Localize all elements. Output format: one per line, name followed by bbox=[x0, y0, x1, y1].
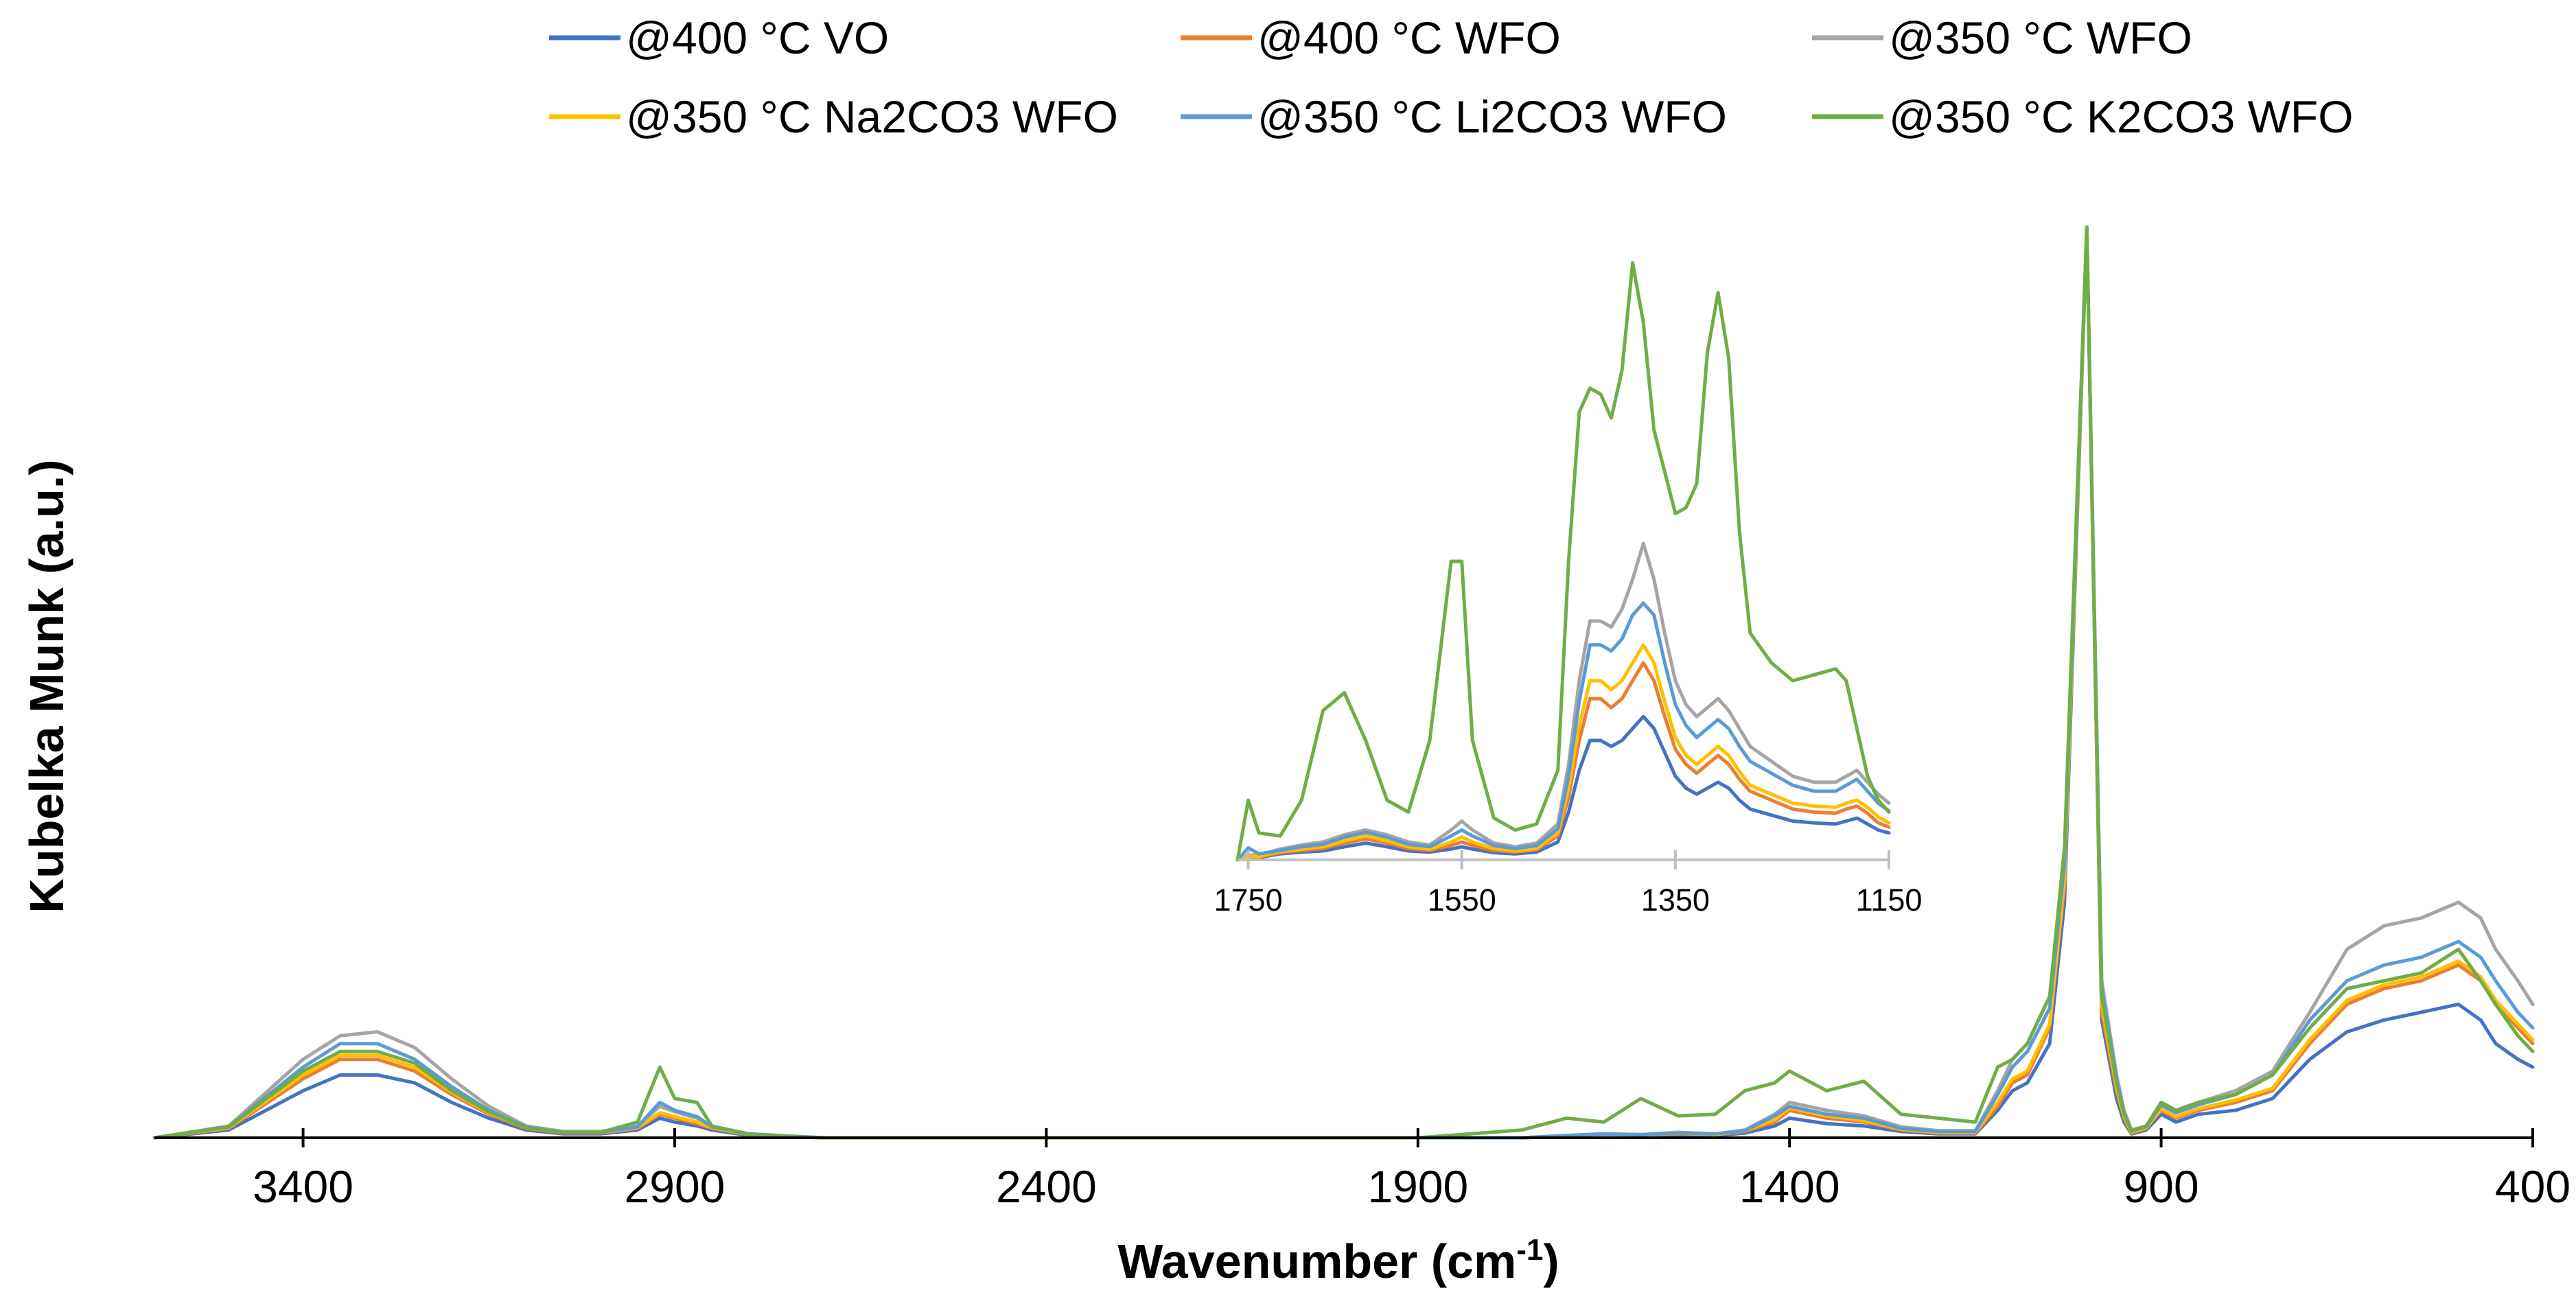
inset-tick-label: 1150 bbox=[1856, 883, 1923, 918]
main-plot bbox=[152, 225, 2535, 1140]
x-axis-title-text: Wavenumber (cm bbox=[1117, 1235, 1516, 1288]
main-tick-label: 900 bbox=[2124, 1161, 2199, 1212]
main-series-line-3 bbox=[152, 225, 2535, 1140]
main-tick-label: 3400 bbox=[253, 1161, 353, 1212]
inset-x-axis: 1750 1550 1350 1150 bbox=[1214, 850, 1923, 918]
inset-tick-label: 1350 bbox=[1641, 883, 1710, 918]
x-axis-title-suffix: ) bbox=[1543, 1235, 1559, 1288]
y-axis-title-group: Kubelka Munk (a.u.) bbox=[20, 459, 73, 913]
legend-label-1: @400 °C VO bbox=[626, 12, 889, 63]
inset-tick-label: 1750 bbox=[1214, 883, 1283, 918]
main-tick-label: 400 bbox=[2495, 1161, 2571, 1212]
main-tick-label: 2400 bbox=[996, 1161, 1097, 1212]
y-axis-title: Kubelka Munk (a.u.) bbox=[20, 459, 73, 913]
main-series-line-2 bbox=[152, 225, 2535, 1140]
inset-series-line-6 bbox=[1235, 261, 1891, 862]
inset-tick-label: 1550 bbox=[1428, 883, 1496, 918]
x-axis-title-superscript: -1 bbox=[1516, 1233, 1543, 1267]
legend-label-5: @350 °C Li2CO3 WFO bbox=[1257, 91, 1727, 142]
main-tick-label: 1400 bbox=[1739, 1161, 1840, 1212]
main-x-axis: 3400 2900 2400 1900 1400 900 400 bbox=[154, 1128, 2571, 1212]
main-series-line-6 bbox=[152, 225, 2535, 1140]
legend-label-2: @400 °C WFO bbox=[1257, 12, 1561, 63]
inset-series-line-3 bbox=[1235, 541, 1891, 862]
inset-plot bbox=[1235, 261, 1891, 862]
main-series-line-4 bbox=[152, 225, 2535, 1140]
main-tick-label: 2900 bbox=[625, 1161, 726, 1212]
inset-series-line-5 bbox=[1235, 601, 1891, 862]
inset-series-line-2 bbox=[1235, 661, 1891, 862]
legend-label-6: @350 °C K2CO3 WFO bbox=[1889, 91, 2354, 142]
legend-label-4: @350 °C Na2CO3 WFO bbox=[626, 91, 1118, 142]
main-series-line-5 bbox=[152, 225, 2535, 1140]
main-tick-label: 1900 bbox=[1367, 1161, 1468, 1212]
x-axis-title: Wavenumber (cm-1) bbox=[1117, 1233, 1559, 1288]
inset-series-line-4 bbox=[1235, 643, 1891, 862]
inset-series-line-1 bbox=[1235, 714, 1891, 862]
chart-legend: @400 °C VO @400 °C WFO @350 °C WFO @350 °C … bbox=[549, 12, 2354, 142]
legend-label-3: @350 °C WFO bbox=[1889, 12, 2192, 63]
main-series-line-1 bbox=[152, 225, 2535, 1140]
